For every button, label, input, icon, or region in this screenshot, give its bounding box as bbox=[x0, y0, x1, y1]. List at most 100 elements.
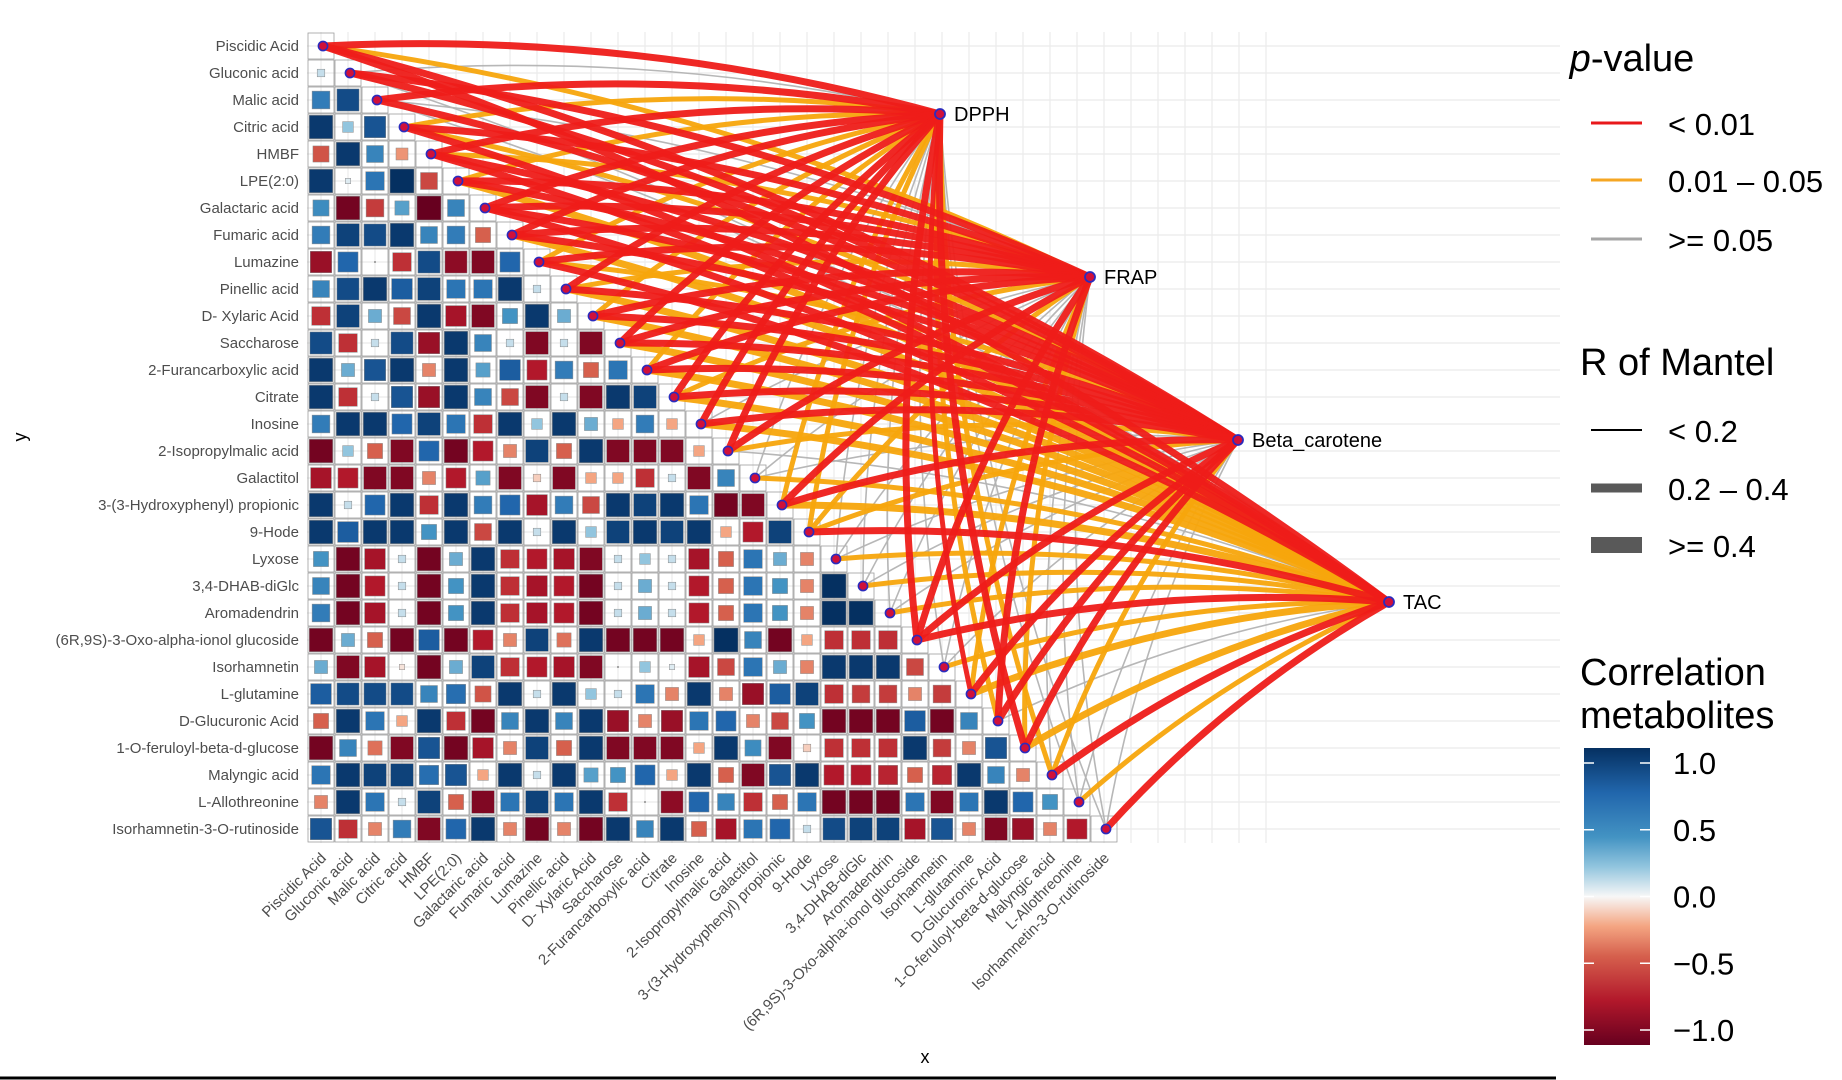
heatmap-cell-frame bbox=[523, 302, 551, 330]
heatmap-cell-frame bbox=[415, 437, 443, 465]
heatmap-cell-frame bbox=[334, 356, 362, 384]
heatmap-cell bbox=[633, 385, 657, 409]
heatmap-cell-frame bbox=[874, 734, 902, 762]
heatmap-cell-frame bbox=[496, 491, 524, 519]
heatmap-cell-frame bbox=[469, 734, 497, 762]
heatmap-cell-frame bbox=[523, 680, 551, 708]
heatmap-cell bbox=[336, 655, 360, 679]
metabolite-endpoint-dot bbox=[992, 715, 1004, 727]
heatmap-cell-frame bbox=[874, 788, 902, 816]
heatmap-cell-frame bbox=[847, 815, 875, 843]
heatmap-cell bbox=[906, 658, 924, 676]
heatmap-cell-frame bbox=[847, 761, 875, 789]
heatmap-cell bbox=[633, 493, 657, 517]
heatmap-cell bbox=[606, 817, 630, 841]
heatmap-cell-frame bbox=[334, 113, 362, 141]
heatmap-cell-frame bbox=[334, 194, 362, 222]
heatmap-cell-frame bbox=[388, 599, 416, 627]
heatmap-cell-frame bbox=[793, 734, 821, 762]
heatmap-cell-frame bbox=[307, 410, 335, 438]
heatmap-cell bbox=[342, 121, 354, 133]
heatmap-cell-frame bbox=[523, 734, 551, 762]
heatmap-cell-frame bbox=[631, 788, 659, 816]
heatmap-cell-frame bbox=[550, 653, 578, 681]
metabolite-endpoint-dot bbox=[749, 472, 761, 484]
heatmap-cell bbox=[503, 741, 517, 755]
heatmap-cell-frame bbox=[658, 437, 686, 465]
heatmap-cell bbox=[800, 606, 814, 620]
heatmap-cell-frame bbox=[793, 653, 821, 681]
heatmap-cell bbox=[638, 606, 652, 620]
heatmap-cell bbox=[617, 666, 619, 668]
heatmap-cell-frame bbox=[388, 167, 416, 195]
heatmap-cell bbox=[311, 414, 331, 434]
mantel-link bbox=[508, 224, 1094, 281]
heatmap-cell bbox=[717, 658, 735, 676]
heatmap-cell bbox=[693, 634, 705, 646]
heatmap-cell bbox=[310, 467, 332, 489]
heatmap-cell bbox=[336, 196, 360, 220]
heatmap-cell bbox=[336, 682, 360, 706]
colorbar-tick-label: 1.0 bbox=[1673, 746, 1716, 781]
heatmap-cell bbox=[688, 602, 710, 624]
heatmap-cell-frame bbox=[415, 491, 443, 519]
heatmap-cell bbox=[391, 278, 413, 300]
heatmap-cell-frame bbox=[712, 491, 740, 519]
heatmap-cell bbox=[773, 552, 787, 566]
heatmap-cell-frame bbox=[361, 626, 389, 654]
heatmap-cell-frame bbox=[361, 248, 389, 276]
heatmap-cell bbox=[475, 362, 491, 378]
heatmap-cell bbox=[660, 736, 684, 760]
heatmap-cell bbox=[557, 822, 571, 836]
heatmap-cell-frame bbox=[415, 572, 443, 600]
heatmap-cell bbox=[688, 791, 710, 813]
heatmap-cell bbox=[363, 520, 387, 544]
heatmap-cell-frame bbox=[928, 734, 956, 762]
heatmap-cell-frame bbox=[307, 356, 335, 384]
heatmap-cell-frame bbox=[550, 572, 578, 600]
heatmap-cell bbox=[932, 765, 952, 785]
heatmap-cell bbox=[444, 358, 468, 382]
heatmap-cell bbox=[417, 250, 441, 274]
heatmap-cell-frame bbox=[793, 545, 821, 573]
heatmap-cell-frame bbox=[820, 599, 848, 627]
metabolite-endpoint-dot bbox=[776, 499, 788, 511]
heatmap-cell bbox=[719, 687, 733, 701]
y-tick-label: 2-Isopropylmalic acid bbox=[158, 443, 299, 460]
heatmap-cell bbox=[959, 792, 979, 812]
heatmap-cell-frame bbox=[712, 626, 740, 654]
colorbar-tick-label: −0.5 bbox=[1673, 946, 1734, 981]
heatmap-cell-frame bbox=[550, 599, 578, 627]
heatmap-cell-frame bbox=[739, 653, 767, 681]
heatmap-cell-frame bbox=[577, 518, 605, 546]
heatmap-cell bbox=[474, 334, 492, 352]
heatmap-cell-frame bbox=[523, 761, 551, 789]
heatmap-cell bbox=[417, 817, 441, 841]
heatmap-cell bbox=[769, 818, 791, 840]
heatmap-cell-frame bbox=[658, 545, 686, 573]
heatmap-cell-frame bbox=[712, 518, 740, 546]
heatmap-cell-frame bbox=[658, 491, 686, 519]
heatmap-cell-frame bbox=[334, 707, 362, 735]
y-tick-label: Piscidic Acid bbox=[216, 38, 299, 55]
heatmap-cell bbox=[390, 466, 414, 490]
heatmap-cell-frame bbox=[982, 734, 1010, 762]
heatmap-cell-frame bbox=[469, 653, 497, 681]
heatmap-cell bbox=[744, 631, 762, 649]
heatmap-cell-frame bbox=[550, 626, 578, 654]
heatmap-cell-frame bbox=[496, 383, 524, 411]
heatmap-cell-frame bbox=[442, 221, 470, 249]
heatmap-cell bbox=[503, 444, 517, 458]
heatmap-cell-frame bbox=[415, 815, 443, 843]
heatmap-cell bbox=[741, 763, 765, 787]
heatmap-cell bbox=[822, 655, 846, 679]
heatmap-cell-frame bbox=[442, 302, 470, 330]
heatmap-cell-frame bbox=[550, 437, 578, 465]
heatmap-cell-frame bbox=[631, 653, 659, 681]
heatmap-cell bbox=[313, 551, 329, 567]
heatmap-cell-frame bbox=[604, 815, 632, 843]
metabolite-endpoint-dot bbox=[911, 634, 923, 646]
heatmap-cell bbox=[583, 362, 599, 378]
heatmap-cell-frame bbox=[685, 572, 713, 600]
